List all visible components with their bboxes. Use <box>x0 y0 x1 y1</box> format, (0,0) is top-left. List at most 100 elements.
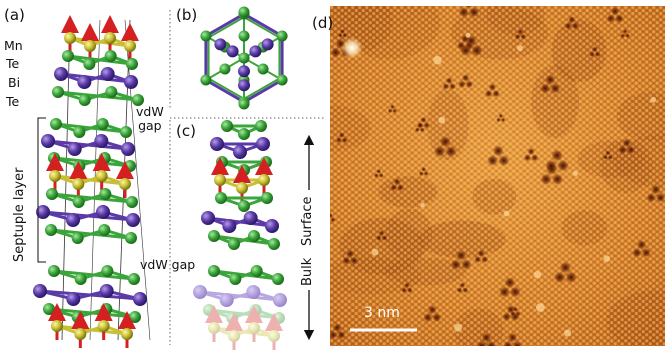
te-atom-topview <box>219 63 231 75</box>
defect-lobe <box>615 14 624 23</box>
defect-lobe <box>420 116 427 124</box>
defect-lobe <box>512 306 518 312</box>
mn-atom <box>248 322 260 334</box>
surface-label: Surface <box>300 196 315 246</box>
te-bond <box>50 228 132 240</box>
te-bond <box>53 269 135 281</box>
bi-bond <box>207 216 273 228</box>
te-atom <box>208 230 220 242</box>
stm-bright-feature <box>650 96 657 103</box>
te-atom <box>50 118 62 130</box>
stm-triangular-defect <box>450 250 472 270</box>
defect-lobe <box>465 80 474 88</box>
bi-atom <box>243 211 258 225</box>
te-atom <box>132 94 144 106</box>
bi-atom <box>273 293 287 307</box>
defect-lobe <box>350 256 359 265</box>
defect-lobe <box>455 250 467 261</box>
mn-atom <box>124 40 136 52</box>
te-atom <box>250 265 263 277</box>
defect-lobe <box>337 330 346 340</box>
stm-triangular-defect <box>540 74 561 94</box>
te-atom-topview <box>238 52 250 64</box>
defect-lobe <box>618 145 627 155</box>
defect-lobe <box>550 83 561 94</box>
defect-lobe <box>481 332 492 343</box>
bi-atom <box>246 285 261 299</box>
defect-lobe <box>559 261 572 274</box>
defect-lobe <box>459 44 472 57</box>
defect-lobe <box>421 166 427 172</box>
defect-lobe <box>390 104 395 110</box>
defect-lobe <box>414 127 420 133</box>
defect-lobe <box>651 184 661 195</box>
te-atom <box>125 232 137 244</box>
te-atom <box>238 128 250 140</box>
te-atom <box>238 200 250 212</box>
panel-label-b: (b) <box>176 6 198 24</box>
defect-lobe <box>346 249 355 258</box>
te-atom-topview <box>200 74 212 86</box>
defect-lobe <box>427 305 437 315</box>
defect-lobe <box>387 108 393 114</box>
stm-triangular-defect <box>330 323 346 340</box>
bi-atom-topview <box>238 65 250 78</box>
mn-atom <box>121 328 133 340</box>
defect-lobe <box>330 330 338 340</box>
bi-atom <box>126 213 140 227</box>
defect-lobe <box>545 74 556 85</box>
bi-atom <box>66 213 80 227</box>
bi-atom <box>77 75 92 89</box>
te-atom <box>260 156 272 168</box>
stm-bright-feature <box>535 303 545 312</box>
defect-lobe <box>551 149 564 162</box>
defect-lobe <box>512 340 522 346</box>
defect-lobe <box>458 80 466 88</box>
te-atom <box>43 303 55 315</box>
stm-triangular-defect <box>458 74 474 88</box>
bi-atom <box>41 134 55 148</box>
defect-lobe <box>445 77 453 85</box>
stm-triangular-defect <box>496 113 506 123</box>
te-atom <box>249 304 262 316</box>
bi-atom <box>66 292 81 306</box>
panel-label-c: (c) <box>176 122 196 140</box>
te-atom <box>71 232 84 244</box>
defect-lobe <box>486 341 496 346</box>
stm-image <box>330 6 665 346</box>
defect-lobe <box>484 89 493 98</box>
defect-lobe <box>406 287 413 294</box>
defect-lobe <box>462 287 469 294</box>
bi-atom <box>256 137 270 151</box>
defect-lobe <box>557 159 569 172</box>
defect-lobe <box>333 323 342 332</box>
te-atom <box>96 118 109 130</box>
mn-atom <box>72 178 85 190</box>
defect-lobe <box>419 127 425 133</box>
defect-lobe <box>390 184 398 192</box>
defect-lobe <box>376 168 382 174</box>
defect-lobe <box>551 173 564 185</box>
te-atom <box>126 58 138 70</box>
te-atom <box>216 156 228 168</box>
stm-triangular-defect <box>602 150 613 160</box>
stm-bright-feature <box>465 32 471 38</box>
bi-atom <box>99 284 114 298</box>
te-atom <box>71 311 84 323</box>
defect-lobe <box>607 154 613 160</box>
defect-lobe <box>610 6 620 16</box>
te-atom <box>104 50 117 62</box>
defect-lobe <box>373 173 379 178</box>
stm-triangular-defect <box>417 116 430 129</box>
defect-lobe <box>592 46 598 53</box>
mn-atom <box>51 320 63 332</box>
stm-triangular-defect <box>484 83 500 98</box>
stm-bright-feature <box>438 116 446 124</box>
defect-lobe <box>442 83 450 90</box>
defect-lobe <box>488 83 497 91</box>
defect-lobe <box>589 51 595 58</box>
defect-lobe <box>476 341 487 346</box>
defect-lobe <box>564 22 572 30</box>
defect-lobe <box>338 132 345 138</box>
